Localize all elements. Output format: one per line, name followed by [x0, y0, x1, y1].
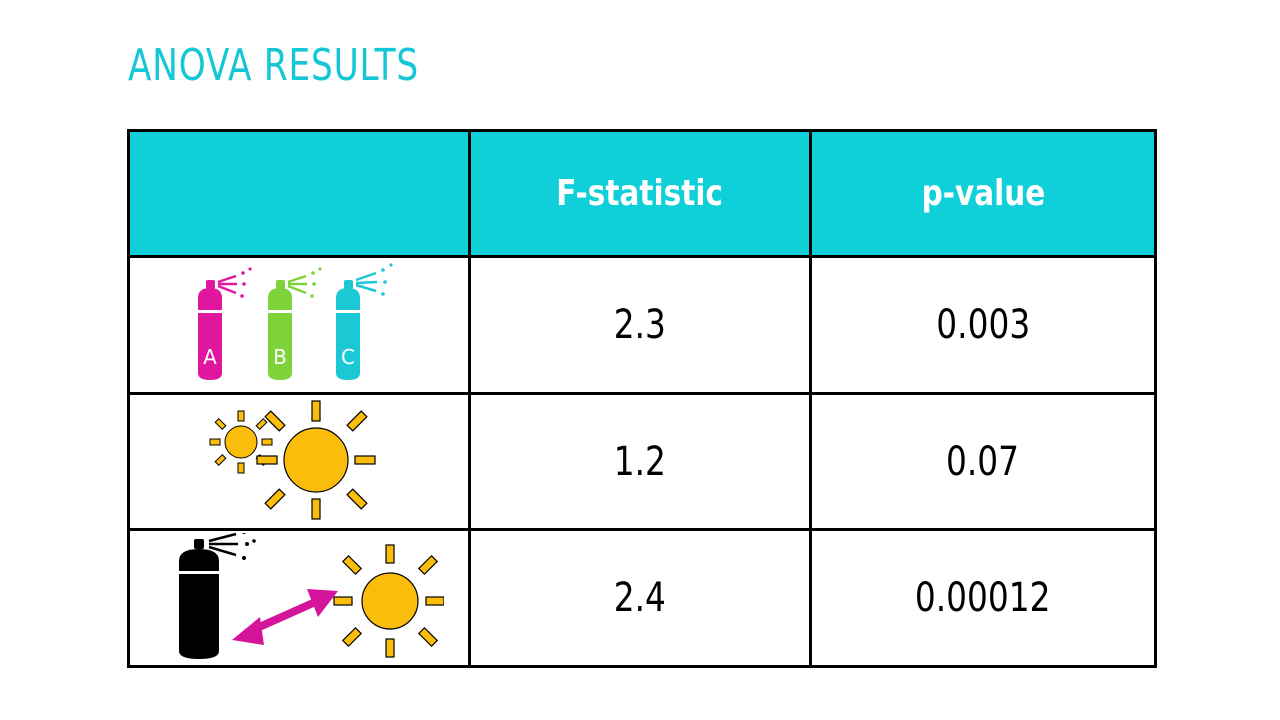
can-c-label: C — [341, 345, 355, 369]
spray-can-c-icon: C — [336, 263, 393, 381]
slide-title: ANOVA RESULTS — [128, 40, 419, 91]
anova-results-table: F-statistic p-value A — [127, 128, 1157, 668]
f-statistic-cell: 2.4 — [468, 528, 812, 668]
f-statistic-value: 2.3 — [613, 302, 667, 349]
table-row: A B — [127, 255, 1157, 395]
large-sun-icon — [256, 400, 376, 520]
p-value-value: 0.003 — [936, 302, 1030, 349]
header-p-value-label: p-value — [921, 173, 1045, 215]
f-statistic-cell: 1.2 — [468, 391, 812, 532]
f-statistic-cell: 2.3 — [468, 255, 812, 395]
row-icon-cell — [127, 391, 471, 532]
header-p-value: p-value — [809, 128, 1157, 259]
table-row: 2.4 0.00012 — [127, 528, 1157, 668]
spray-can-a-icon: A — [198, 267, 252, 381]
f-statistic-value: 2.4 — [613, 575, 667, 622]
two-suns-icon — [209, 400, 376, 520]
small-sun-icon — [209, 410, 273, 474]
sun-icon — [333, 544, 444, 658]
black-spray-can-icon — [179, 533, 256, 660]
spray-can-b-icon: B — [268, 267, 322, 381]
p-value-cell: 0.00012 — [809, 528, 1157, 668]
double-arrow-icon — [232, 589, 338, 646]
p-value-cell: 0.003 — [809, 255, 1157, 395]
row-icon-cell — [127, 528, 471, 668]
header-f-statistic: F-statistic — [468, 128, 812, 259]
p-value-cell: 0.07 — [809, 391, 1157, 532]
f-statistic-value: 1.2 — [613, 438, 667, 485]
spray-cans-abc-icon: A B — [198, 263, 393, 381]
table-row: 1.2 0.07 — [127, 391, 1157, 532]
header-f-statistic-label: F-statistic — [556, 173, 724, 215]
can-b-label: B — [273, 345, 287, 369]
can-a-label: A — [203, 345, 217, 369]
header-blank-cell — [127, 128, 471, 259]
row-icon-cell: A B — [127, 255, 471, 395]
table-header-row: F-statistic p-value — [127, 128, 1157, 259]
spray-can-sun-interaction-icon — [179, 533, 444, 660]
p-value-value: 0.00012 — [915, 575, 1051, 622]
p-value-value: 0.07 — [946, 438, 1020, 485]
